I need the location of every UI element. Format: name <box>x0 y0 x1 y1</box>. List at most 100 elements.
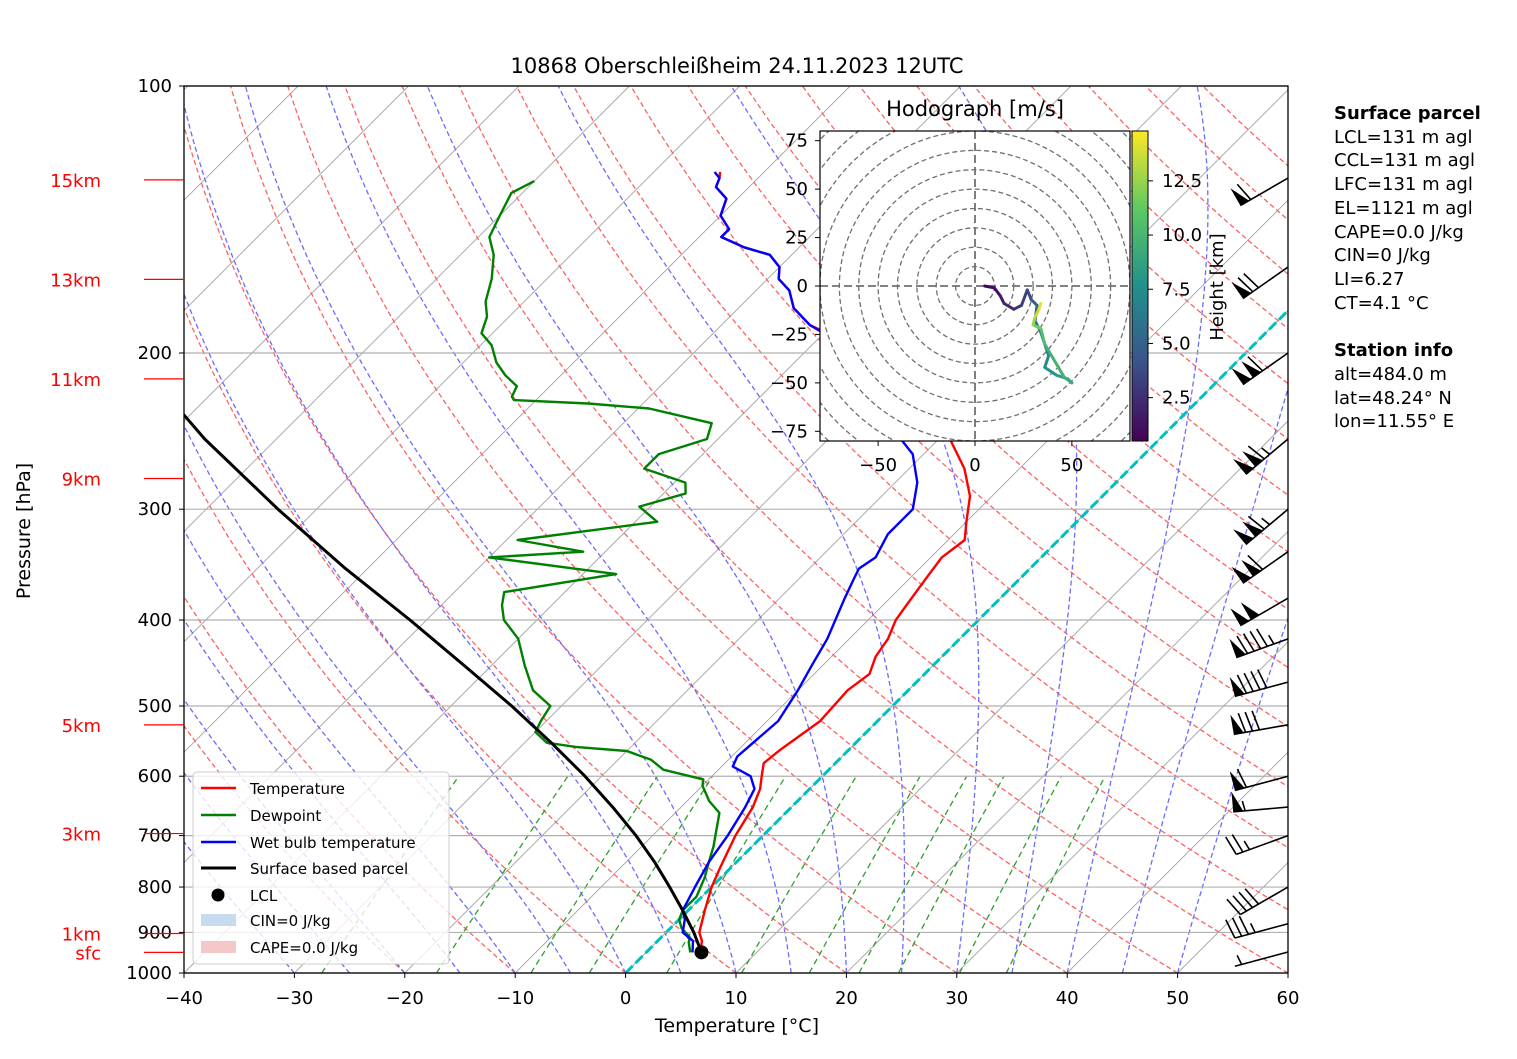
hodograph-title: Hodograph [m/s] <box>886 97 1064 121</box>
isotherm-line <box>184 86 520 422</box>
hodograph-ring <box>877 188 1073 384</box>
hodograph-ticks: −50 0 50 75 50 25 0 −25 −50 −75 <box>770 131 1083 476</box>
dewpoint-line <box>480 180 721 953</box>
legend: Temperature Dewpoint Wet bulb temperatur… <box>192 771 450 965</box>
hodograph-y-tick-label: 25 <box>785 228 808 249</box>
hodograph-y-tick-label: −50 <box>770 373 808 394</box>
wind-barb <box>1226 886 1289 916</box>
colorbar-tick-label: 5.0 <box>1162 333 1191 354</box>
wind-barb <box>1231 551 1289 584</box>
hodograph-y-tick-label: 50 <box>785 179 808 200</box>
legend-entry-dewpoint: Dewpoint <box>250 807 321 825</box>
isotherm-line <box>184 86 741 643</box>
x-tick-label: −30 <box>275 988 313 1009</box>
hodograph-inset: Hodograph [m/s] −50 0 50 75 50 25 0 −25 −50 −75 2… <box>770 97 1228 476</box>
y-tick-label: 600 <box>138 766 172 787</box>
y-tick-label: 800 <box>138 877 172 898</box>
legend-swatch-cape <box>201 941 236 953</box>
mixing-ratio-line <box>959 775 1062 973</box>
wind-barb <box>1230 177 1289 207</box>
station-info-line: lon=11.55° E <box>1334 411 1455 433</box>
isotherm-line <box>846 530 1288 973</box>
colorbar-tick-label: 12.5 <box>1162 171 1202 192</box>
height-label: 11km <box>50 370 101 391</box>
y-tick-label: 200 <box>138 343 172 364</box>
x-tick-label: −40 <box>165 988 203 1009</box>
x-tick-label: 10 <box>725 988 748 1009</box>
hodograph-segment <box>1043 365 1058 377</box>
x-tick-label: 40 <box>1056 988 1079 1009</box>
profile-lines <box>184 171 972 960</box>
surface-parcel-line: CT=4.1 °C <box>1334 292 1429 314</box>
wind-barb <box>1229 669 1289 698</box>
colorbar-label: Height [km] <box>1207 233 1228 340</box>
x-tick-label: −20 <box>386 988 424 1009</box>
x-tick-label: 30 <box>945 988 968 1009</box>
surface-parcel-line: CAPE=0.0 J/kg <box>1334 221 1464 243</box>
colorbar-tick-label: 10.0 <box>1162 225 1202 246</box>
wind-barb <box>1231 791 1289 813</box>
station-info-line: lat=48.24° N <box>1334 387 1452 409</box>
x-tick-label: 0 <box>620 988 631 1009</box>
station-info-line: alt=484.0 m <box>1334 364 1447 386</box>
mixing-ratio-line <box>435 775 569 973</box>
height-label: 1km <box>62 924 101 945</box>
mixing-ratio-line <box>741 775 857 973</box>
y-tick-label: 700 <box>138 826 172 847</box>
hodograph-x-tick-label: 50 <box>1060 455 1083 476</box>
y-axis-label: Pressure [hPa] <box>13 463 35 599</box>
legend-entry-parcel: Surface based parcel <box>250 860 408 878</box>
wind-barb <box>1233 508 1289 546</box>
isotherm-line <box>956 641 1288 973</box>
dry-adiabat <box>344 86 1178 973</box>
dry-adiabat <box>184 306 737 973</box>
mixing-ratio-line <box>808 775 921 973</box>
height-label: 5km <box>62 716 101 737</box>
hodograph-y-tick-label: −75 <box>770 421 808 442</box>
y-tick-label: 300 <box>138 499 172 520</box>
height-label: sfc <box>75 943 101 964</box>
dry-adiabat <box>229 86 958 973</box>
dry-adiabat <box>184 457 627 973</box>
hodograph-y-tick-label: 75 <box>785 131 808 152</box>
legend-entry-cin: CIN=0 J/kg <box>250 912 331 930</box>
station-info-header: Station info <box>1334 340 1454 362</box>
moist-adiabat <box>1176 615 1288 973</box>
height-label: 3km <box>62 825 101 846</box>
wind-barbs <box>1225 177 1289 968</box>
height-label: 15km <box>50 171 101 192</box>
hodograph-y-tick-label: 0 <box>797 276 808 297</box>
hodograph-segment <box>1037 301 1043 311</box>
wind-barb <box>1225 834 1289 856</box>
surface-parcel-line: CCL=131 m agl <box>1334 150 1476 172</box>
mixing-ratio-line <box>666 775 787 973</box>
x-tick-label: −10 <box>496 988 534 1009</box>
x-tick-label: 50 <box>1166 988 1189 1009</box>
hodograph-segment <box>983 284 996 290</box>
moist-adiabat <box>244 86 737 973</box>
y-tick-label: 100 <box>138 76 172 97</box>
surface-parcel-line: LCL=131 m agl <box>1334 126 1473 148</box>
isotherm-line <box>184 86 630 533</box>
surface-parcel-header: Surface parcel <box>1334 103 1481 124</box>
colorbar-ticks: 2.5 5.0 7.5 10.0 12.5 <box>1148 171 1202 409</box>
moist-adiabat <box>325 86 792 973</box>
y-tick-label: 500 <box>138 696 172 717</box>
dry-adiabat <box>184 595 516 973</box>
hodograph-y-tick-label: −25 <box>770 324 808 345</box>
wind-barb <box>1231 266 1289 300</box>
dry-adiabat <box>401 86 1288 973</box>
legend-entry-cape: CAPE=0.0 J/kg <box>250 939 358 957</box>
moist-adiabat <box>184 292 627 973</box>
x-axis-label: Temperature [°C] <box>654 1015 819 1037</box>
mixing-ratio-line <box>858 775 968 973</box>
dry-adiabat <box>859 86 1288 496</box>
legend-swatch-lcl <box>211 888 225 902</box>
isotherm-line <box>514 199 1288 973</box>
moist-adiabat <box>1121 385 1288 973</box>
hodograph-x-tick-label: 0 <box>969 455 980 476</box>
wind-barb <box>1234 951 1289 968</box>
wind-barb <box>1230 597 1289 627</box>
